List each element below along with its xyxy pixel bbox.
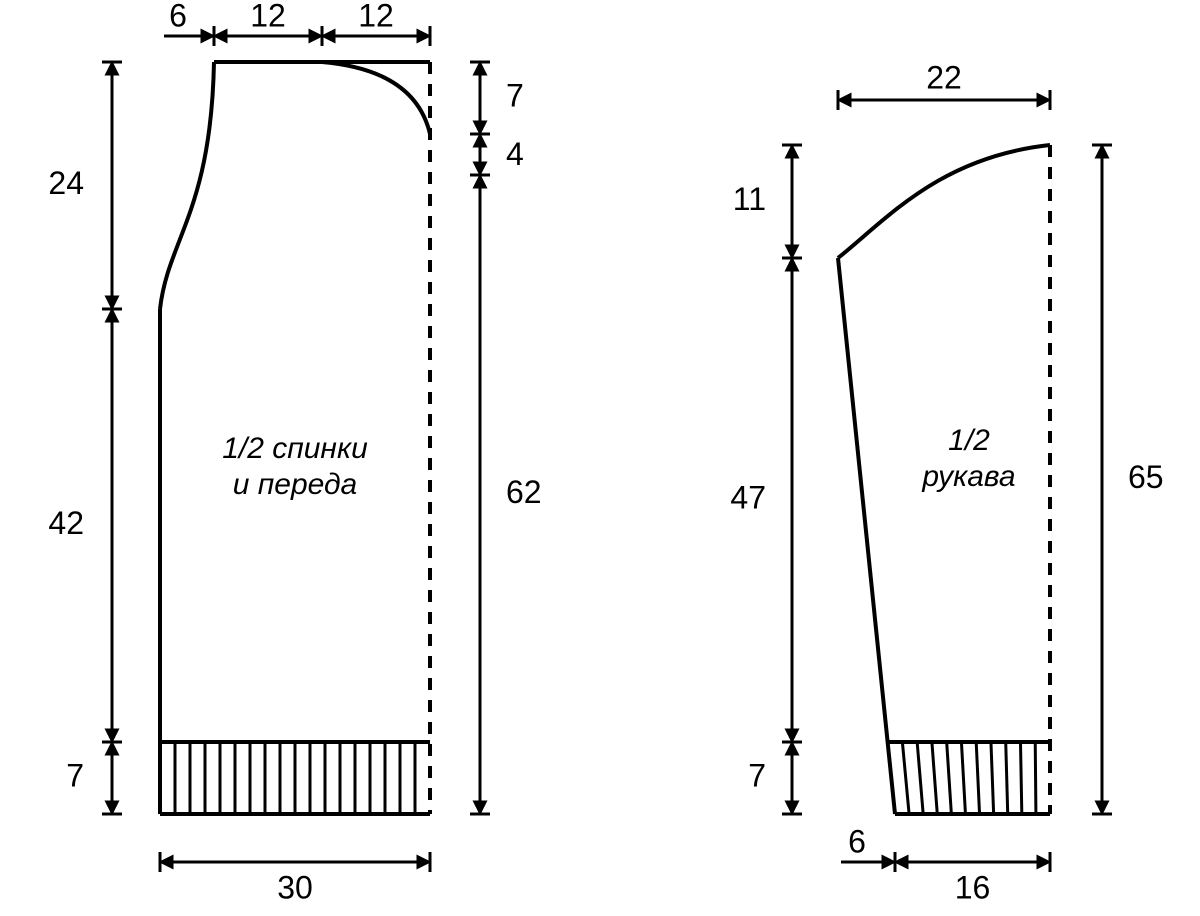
- dim-body-top-gap: 6: [169, 0, 187, 33]
- dim-body-left-lower: 42: [48, 505, 84, 541]
- dim-body-right-total: 62: [506, 474, 542, 510]
- dim-sleeve-bottom-gap: 6: [848, 823, 866, 859]
- dim-body-right-under: 4: [506, 136, 524, 172]
- dim-body-top-right: 12: [358, 0, 394, 33]
- dim-sleeve-right-total: 65: [1128, 459, 1164, 495]
- dim-sleeve-top: 22: [926, 59, 962, 95]
- dim-sleeve-left-main: 47: [730, 479, 766, 515]
- sleeve-label-l1: 1/2: [948, 424, 990, 457]
- body-label-l2: и переда: [233, 468, 358, 501]
- body-label-l1: 1/2 спинки: [222, 432, 368, 465]
- sleeve-label-l2: рукава: [921, 460, 1015, 493]
- dim-body-left-rib: 7: [66, 757, 84, 793]
- dim-body-bottom: 30: [277, 869, 313, 905]
- dim-body-left-upper: 24: [48, 165, 84, 201]
- dim-sleeve-bottom: 16: [955, 869, 991, 905]
- dim-sleeve-left-rib: 7: [748, 757, 766, 793]
- dim-sleeve-left-cap: 11: [733, 181, 766, 217]
- dim-body-top-mid: 12: [250, 0, 286, 33]
- dim-body-right-neck: 7: [506, 77, 524, 113]
